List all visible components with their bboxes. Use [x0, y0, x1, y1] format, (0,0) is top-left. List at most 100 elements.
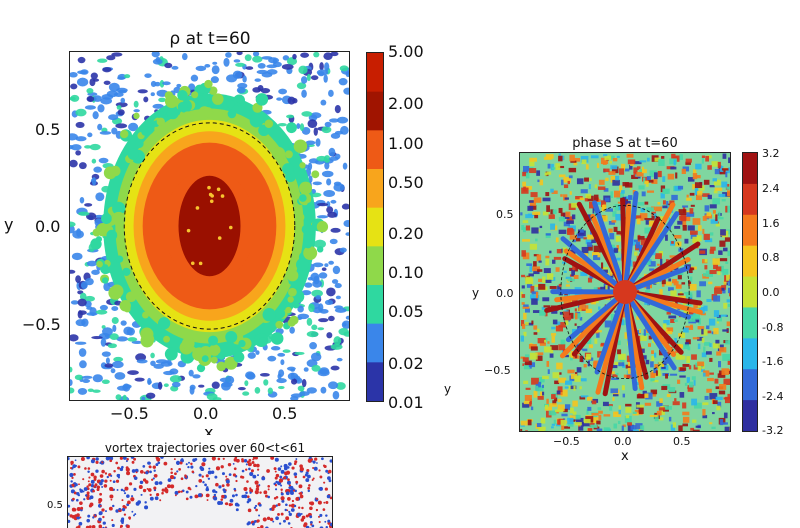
phase-speckle: [547, 273, 553, 280]
phase-speckle: [569, 175, 573, 178]
density-speckle: [78, 299, 87, 307]
phase-speckle: [693, 173, 697, 179]
vortex-point: [157, 461, 160, 464]
phase-speckle: [532, 212, 540, 215]
density-speckle: [75, 275, 81, 283]
vortex-point: [104, 480, 107, 483]
vortex-point: [124, 487, 128, 491]
density-edge-blob: [178, 102, 188, 112]
phase-speckle: [725, 397, 730, 403]
vortex-point: [110, 499, 112, 501]
vortex-point: [204, 483, 207, 486]
vortex-point: [156, 493, 159, 496]
vortex-point: [292, 500, 294, 502]
phase-speckle: [530, 244, 537, 250]
phase-speckle: [544, 305, 551, 307]
vortex-point: [202, 458, 206, 462]
phase-speckle: [705, 259, 708, 263]
vortex-point: [290, 491, 294, 495]
vortex-point: [134, 476, 138, 480]
density-edge-blob: [202, 355, 209, 362]
vortex-point: [190, 466, 193, 469]
phase-speckle: [591, 413, 598, 416]
density-speckle: [311, 365, 320, 372]
phase-speckle: [710, 185, 715, 187]
phase-ytick-0: 0.5: [496, 208, 514, 221]
phase-speckle: [668, 174, 674, 180]
density-edge-blob: [228, 110, 237, 119]
phase-speckle: [702, 229, 704, 234]
density-speckle: [331, 366, 340, 371]
density-edge-blob: [292, 301, 299, 308]
vortex-point: [202, 475, 204, 477]
vortex-point: [325, 501, 328, 504]
phase-cb-label-1: 2.4: [762, 182, 780, 195]
phase-speckle: [559, 174, 566, 177]
phase-speckle: [707, 165, 712, 170]
phase-speckle: [674, 281, 679, 285]
density-edge-blob: [306, 225, 316, 235]
phase-speckle: [584, 178, 589, 182]
phase-speckle: [682, 412, 689, 416]
phase-speckle: [645, 202, 649, 205]
phase-speckle: [623, 394, 625, 398]
phase-speckle: [659, 398, 662, 403]
density-edge-blob: [208, 336, 218, 346]
density-speckle: [318, 318, 328, 322]
density-speckle: [319, 62, 324, 70]
density-speckle: [343, 220, 349, 227]
phase-speckle: [679, 375, 685, 377]
vortex-point: [281, 513, 284, 516]
phase-speckle: [568, 181, 570, 184]
phase-speckle: [650, 415, 658, 417]
phase-speckle: [611, 220, 616, 222]
vortex-point: [164, 489, 168, 493]
phase-speckle: [551, 394, 556, 399]
density-cb-label-3: 0.50: [388, 173, 424, 192]
phase-speckle: [661, 386, 667, 390]
vortex-point: [151, 479, 153, 481]
density-speckle: [82, 379, 90, 383]
density-speckle: [321, 387, 327, 394]
phase-speckle: [687, 195, 689, 198]
phase-speckle: [538, 382, 541, 387]
phase-speckle: [550, 224, 555, 230]
density-speckle: [328, 316, 335, 321]
phase-speckle: [718, 194, 725, 197]
vortex-point: [88, 480, 90, 482]
phase-speckle: [690, 193, 695, 196]
phase-cb-band-1: [743, 184, 757, 215]
phase-speckle: [605, 178, 608, 181]
vortex-point: [208, 478, 210, 480]
density-speckle: [192, 374, 200, 378]
vortex-point: [289, 513, 292, 516]
phase-speckle: [553, 209, 557, 213]
density-speckle: [86, 88, 93, 94]
phase-speckle: [708, 195, 712, 199]
density-speckle: [118, 90, 127, 94]
density-edge-blob: [286, 122, 297, 133]
density-speckle: [152, 52, 160, 57]
phase-speckle: [690, 231, 698, 235]
phase-speckle: [584, 419, 591, 423]
phase-speckle: [627, 154, 634, 158]
density-speckle: [79, 348, 87, 357]
phase-core: [613, 280, 637, 304]
phase-speckle: [682, 169, 686, 174]
vortex-point: [176, 461, 180, 465]
phase-speckle: [559, 230, 567, 234]
phase-speckle: [705, 205, 710, 211]
phase-speckle: [721, 315, 727, 317]
phase-plot-area: [519, 152, 731, 432]
phase-speckle: [696, 290, 700, 297]
phase-speckle: [657, 264, 660, 266]
vortex-heatmap: [68, 457, 332, 528]
vortex-point: [323, 482, 325, 484]
phase-speckle: [565, 381, 572, 385]
phase-speckle: [718, 217, 724, 219]
density-cb-band-8: [367, 362, 383, 401]
phase-speckle: [725, 427, 730, 431]
density-speckle: [93, 111, 99, 119]
vortex-point: [123, 490, 125, 492]
density-speckle: [75, 109, 86, 117]
